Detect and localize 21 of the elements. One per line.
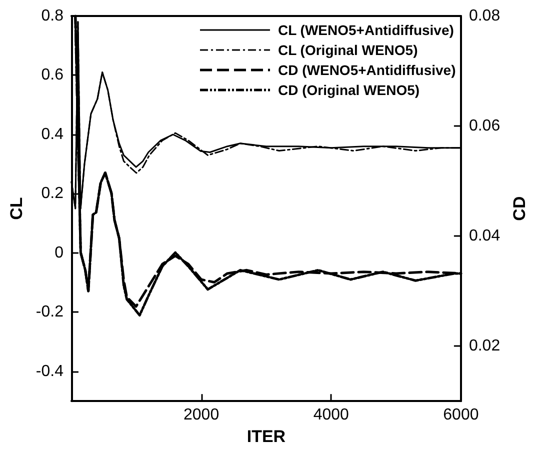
legend-label: CD (WENO5+Antidiffusive): [278, 62, 456, 78]
x-tick-label: 4000: [313, 406, 350, 424]
legend-label: CD (Original WENO5): [278, 82, 420, 98]
y-tick-label: 0.8: [41, 8, 64, 24]
y-tick-label: 0.2: [41, 185, 64, 202]
y-tick-label: -0.4: [36, 362, 64, 380]
y-tick-label: 0.6: [41, 66, 64, 84]
y2-tick-label: 0.04: [468, 228, 500, 245]
x-tick-label: 6000: [443, 406, 479, 424]
y2-tick-label: 0.06: [468, 118, 500, 135]
y2-tick-label: 0.08: [468, 8, 500, 24]
y-tick-label: -0.2: [36, 304, 64, 321]
x-tick-label: 2000: [184, 406, 220, 424]
legend-label: CL (WENO5+Antidiffusive): [278, 22, 454, 38]
x-axis-title: ITER: [246, 427, 286, 446]
y-tick-label: 0: [54, 244, 64, 262]
y-axis-title: CL: [7, 197, 26, 220]
y-tick-label: 0.4: [41, 126, 64, 143]
y2-tick-label: 0.02: [468, 338, 500, 355]
legend-label: CL (Original WENO5): [278, 42, 418, 58]
y2-axis-title: CD: [510, 196, 529, 221]
